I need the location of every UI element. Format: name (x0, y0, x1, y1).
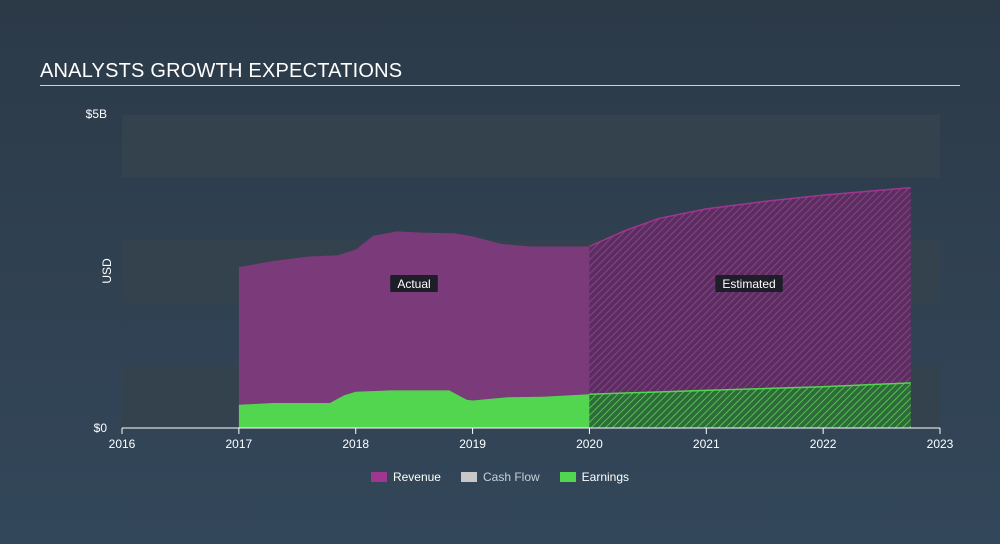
cash-flow-swatch-icon (460, 472, 477, 482)
revenue-area-actual (238, 231, 590, 428)
legend-item-earnings[interactable]: Earnings (559, 470, 630, 484)
x-tick-label: 2022 (810, 437, 837, 451)
earnings-line-estimated (589, 382, 911, 395)
legend-label-cash-flow: Cash Flow (482, 470, 540, 484)
earnings-area-estimated (589, 382, 911, 428)
legend-item-revenue[interactable]: Revenue (370, 470, 441, 484)
actual-label-bg (390, 275, 438, 292)
x-tick-label: 2020 (576, 437, 603, 451)
axes: 2016 2017 2018 2019 2020 2021 2022 2023 $0 $5B USD (86, 107, 954, 451)
revenue-line-estimated (589, 186, 911, 248)
y-tick-label: $5B (86, 107, 107, 121)
earnings-area-actual (238, 390, 590, 428)
actual-label: Actual (390, 275, 438, 292)
revenue-swatch-icon (370, 472, 387, 482)
x-tick-label: 2019 (459, 437, 486, 451)
estimated-label-text: Estimated (722, 277, 775, 291)
chart-labels: Actual Estimated (390, 275, 783, 292)
legend-item-cash-flow[interactable]: Cash Flow (460, 470, 540, 484)
legend-label-revenue: Revenue (392, 470, 441, 484)
x-tick-label: 2016 (109, 437, 136, 451)
actual-label-text: Actual (397, 277, 430, 291)
chart-title: ANALYSTS GROWTH EXPECTATIONS (40, 60, 403, 82)
estimated-label-bg (715, 275, 783, 292)
x-tick-label: 2021 (693, 437, 720, 451)
revenue-area-estimated (589, 187, 911, 428)
legend-label-earnings: Earnings (581, 470, 630, 484)
estimated-label: Estimated (715, 275, 783, 292)
x-tick-label: 2017 (226, 437, 253, 451)
legend: Revenue Cash Flow Earnings (0, 470, 1000, 484)
background-band (122, 115, 940, 178)
x-tick-label: 2023 (927, 437, 954, 451)
x-tick-label: 2018 (342, 437, 369, 451)
title-divider (40, 85, 960, 86)
series-areas (238, 186, 911, 428)
y-tick-label: $0 (94, 421, 108, 435)
y-axis-label: USD (100, 258, 114, 284)
earnings-swatch-icon (559, 472, 576, 482)
